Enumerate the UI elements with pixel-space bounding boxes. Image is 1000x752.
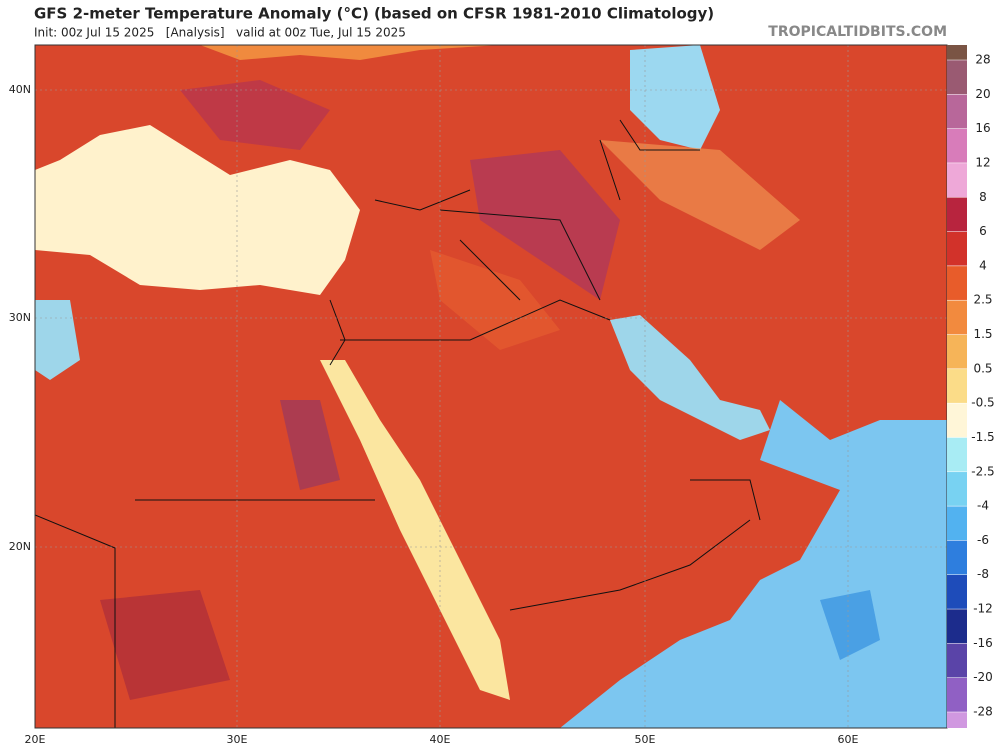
- colorbar-swatch: [947, 368, 967, 404]
- colorbar-swatch: [947, 712, 967, 728]
- lat-label: 30N: [9, 311, 31, 324]
- lon-label: 40E: [430, 733, 451, 746]
- lat-label: 40N: [9, 83, 31, 96]
- colorbar-label: 20: [975, 87, 990, 101]
- title: GFS 2-meter Temperature Anomaly (°C) (ba…: [34, 5, 714, 23]
- colorbar-label: 16: [975, 121, 990, 135]
- map: [34, 44, 948, 729]
- lon-label: 30E: [227, 733, 248, 746]
- colorbar-swatch: [947, 643, 967, 678]
- colorbar-swatch: [947, 677, 967, 712]
- colorbar-label: 28: [975, 53, 990, 67]
- colorbar-label: -0.5: [971, 396, 994, 410]
- mediterranean: [35, 125, 360, 295]
- colorbar-swatch: [947, 334, 967, 369]
- colorbar-label: 2.5: [973, 293, 992, 307]
- colorbar-swatch: [947, 197, 967, 232]
- caspian-sea: [630, 45, 720, 150]
- red-sea: [320, 360, 510, 700]
- subtitle: Init: 00z Jul 15 2025 [Analysis] valid a…: [34, 26, 406, 40]
- colorbar-label: -6: [977, 533, 989, 547]
- colorbar-swatch: [947, 94, 967, 129]
- colorbar-swatch: [947, 471, 967, 507]
- colorbar-label: -20: [973, 670, 993, 684]
- colorbar-label: 0.5: [973, 361, 992, 375]
- site-label: TROPICALTIDBITS.COM: [768, 24, 947, 40]
- colorbar-swatch: [947, 609, 967, 644]
- colorbar-swatch: [947, 300, 967, 335]
- colorbar-label: 6: [979, 224, 987, 238]
- lon-label: 20E: [25, 733, 46, 746]
- colorbar-label: 4: [979, 258, 987, 272]
- colorbar-label: -28: [973, 705, 993, 719]
- colorbar-swatch: [947, 45, 967, 60]
- colorbar-swatch: [947, 437, 967, 472]
- colorbar-swatch: [947, 403, 967, 438]
- lon-label: 60E: [838, 733, 859, 746]
- persian-gulf: [610, 315, 770, 440]
- colorbar-swatch: [947, 265, 967, 301]
- colorbar-swatch: [947, 128, 967, 163]
- colorbar-label: -4: [977, 499, 989, 513]
- lon-label: 50E: [635, 733, 656, 746]
- colorbar-swatch: [947, 162, 967, 198]
- colorbar-label: 12: [975, 155, 990, 169]
- colorbar-label: -16: [973, 636, 993, 650]
- colorbar-label: 1.5: [973, 327, 992, 341]
- colorbar-swatch: [947, 540, 967, 575]
- colorbar-label: -8: [977, 567, 989, 581]
- colorbar-label: -1.5: [971, 430, 994, 444]
- lat-label: 20N: [9, 540, 31, 553]
- colorbar-label: -12: [973, 602, 993, 616]
- colorbar-swatch: [947, 60, 967, 95]
- colorbar-swatch: [947, 231, 967, 266]
- colorbar-swatch: [947, 506, 967, 541]
- colorbar-swatch: [947, 574, 967, 610]
- colorbar-label: -2.5: [971, 464, 994, 478]
- colorbar-label: 8: [979, 190, 987, 204]
